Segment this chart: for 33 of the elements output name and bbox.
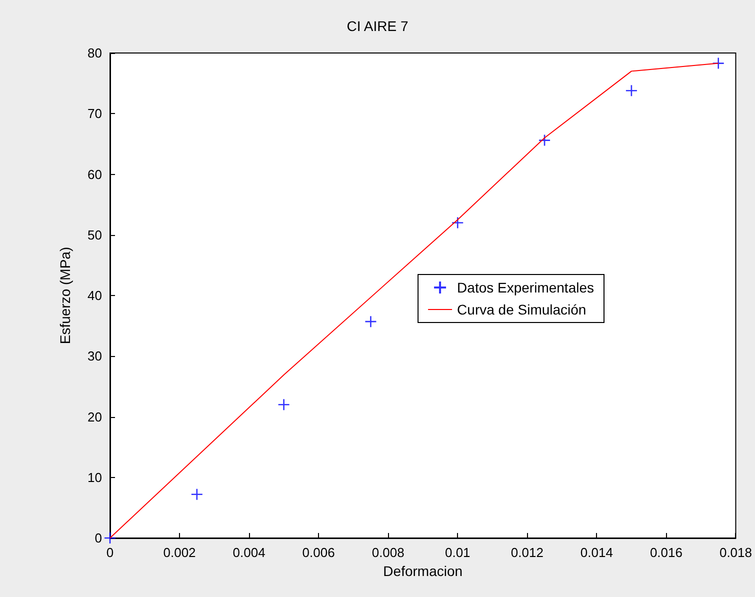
y-tick-label: 40 <box>88 288 102 303</box>
y-tick-label: 0 <box>94 530 102 546</box>
x-tick-label: 0 <box>106 545 114 560</box>
line-series <box>110 62 719 538</box>
y-tick-label: 10 <box>88 470 102 485</box>
x-tick-label: 0.01 <box>444 545 470 560</box>
point <box>364 315 377 328</box>
point <box>712 57 725 70</box>
x-tick-label: 0.018 <box>719 545 752 560</box>
point <box>104 532 116 544</box>
point <box>538 134 551 146</box>
x-axis-title: Deformacion <box>383 563 463 579</box>
point <box>451 216 464 229</box>
y-tick-label: 60 <box>88 166 102 182</box>
point <box>278 398 290 411</box>
chart-title: CI AIRE 7 <box>346 18 408 34</box>
y-tick-label: 20 <box>88 409 102 424</box>
y-tick-label: 70 <box>88 106 102 122</box>
x-tick-label: 0.004 <box>232 545 266 560</box>
legend-label: Curva de Simulación <box>457 302 586 318</box>
x-tick-label: 0.016 <box>650 545 682 560</box>
x-tick-label: 0.012 <box>510 545 544 560</box>
x-tick-label: 0.008 <box>372 545 404 560</box>
y-tick-label: 30 <box>88 348 102 364</box>
y-tick-label: 80 <box>88 46 102 60</box>
x-tick-label: 0.014 <box>580 545 613 560</box>
point <box>625 84 638 97</box>
legend-label: Datos Experimentales <box>457 280 594 296</box>
x-tick-label: 0.006 <box>302 545 335 560</box>
point <box>190 488 204 500</box>
x-tick-label: 0.002 <box>163 545 196 560</box>
y-axis-title: Esfuerzo (MPa) <box>57 246 73 344</box>
y-tick-label: 50 <box>88 227 102 242</box>
